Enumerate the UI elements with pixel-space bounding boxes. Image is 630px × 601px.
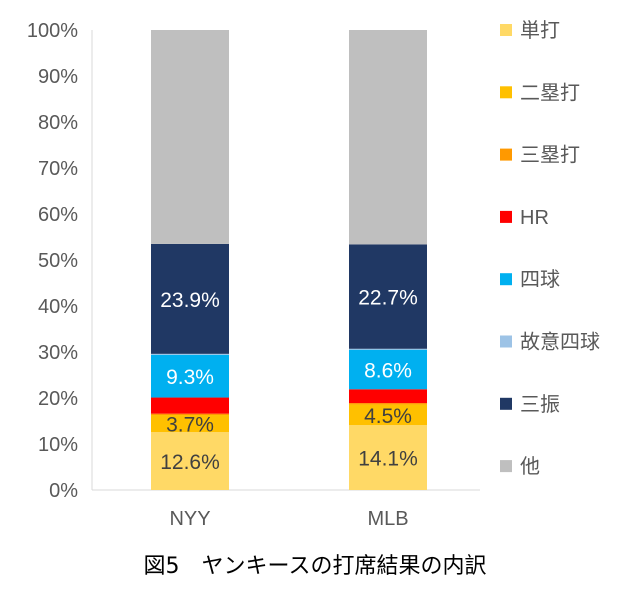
legend-swatch (500, 460, 512, 473)
bar-segment (151, 413, 229, 416)
legend-swatch (500, 148, 512, 161)
legend-label: 二塁打 (520, 81, 580, 104)
bars (151, 30, 427, 490)
bar-segment (349, 30, 427, 245)
legend-item: HR (500, 207, 549, 229)
bar-segment (151, 415, 229, 433)
y-axis: 0% 10% 20% 30% 40% 50% 60% 70% 80% 90% 100% (27, 20, 480, 502)
data-label: 12.6% (160, 451, 220, 474)
legend-label: HR (520, 207, 549, 229)
bar-segment (349, 403, 427, 405)
legend-item: 他 (500, 455, 540, 478)
legend-label: 故意四球 (520, 331, 600, 354)
bar-segment (349, 404, 427, 426)
legend-label: 単打 (520, 19, 560, 42)
bar-segment (151, 432, 229, 490)
legend-item: 四球 (500, 268, 560, 291)
bar-segment (151, 353, 229, 355)
y-tick-label: 70% (38, 158, 78, 180)
bar-segment (151, 30, 229, 244)
x-tick-label: MLB (367, 508, 408, 530)
y-tick-label: 40% (38, 296, 78, 318)
stacked-bar-chart: 0% 10% 20% 30% 40% 50% 60% 70% 80% 90% 100% 12.6% 3… (27, 19, 600, 530)
legend-item: 単打 (500, 19, 560, 42)
y-tick-label: 100% (27, 20, 78, 42)
y-tick-label: 30% (38, 342, 78, 364)
y-tick-label: 10% (38, 434, 78, 456)
figure-caption: 図5 ヤンキースの打席結果の内訳 (143, 554, 487, 579)
x-axis-labels: NYY MLB (169, 508, 408, 530)
legend-item: 二塁打 (500, 81, 580, 104)
legend-swatch (500, 273, 512, 286)
data-label: 3.7% (166, 414, 214, 437)
y-tick-label: 60% (38, 204, 78, 226)
bar-segment (349, 348, 427, 350)
legend-label: 他 (520, 455, 540, 478)
y-tick-label: 90% (38, 66, 78, 88)
y-tick-label: 50% (38, 250, 78, 272)
bar-segment (349, 349, 427, 390)
data-label: 22.7% (358, 287, 418, 310)
bar-segment (151, 397, 229, 414)
x-tick-label: NYY (169, 508, 210, 530)
y-tick-label: 80% (38, 112, 78, 134)
legend-swatch (500, 86, 512, 99)
data-labels: 12.6% 3.7% 9.3% 23.9% 14.1% 4.5% 8.6% 22.7% (160, 287, 418, 474)
legend-swatch (500, 24, 512, 36)
bar-segment (151, 243, 229, 354)
bar-segment (349, 389, 427, 404)
legend-swatch (500, 397, 512, 410)
bar-segment (349, 244, 427, 349)
legend-item: 故意四球 (500, 331, 600, 354)
data-label: 8.6% (364, 359, 412, 382)
data-label: 4.5% (364, 405, 412, 428)
legend-swatch (500, 335, 512, 348)
legend-item: 三塁打 (500, 144, 580, 167)
bar-segment (349, 425, 427, 490)
legend-swatch (500, 210, 512, 223)
legend-label: 四球 (520, 268, 560, 291)
data-label: 23.9% (160, 289, 220, 312)
data-label: 9.3% (166, 366, 214, 389)
legend-label: 三塁打 (520, 144, 580, 167)
bar-segment (151, 354, 229, 398)
legend-item: 三振 (500, 393, 560, 416)
y-tick-label: 20% (38, 388, 78, 410)
legend-label: 三振 (520, 393, 560, 416)
data-label: 14.1% (358, 448, 418, 471)
y-tick-label: 0% (49, 480, 78, 502)
